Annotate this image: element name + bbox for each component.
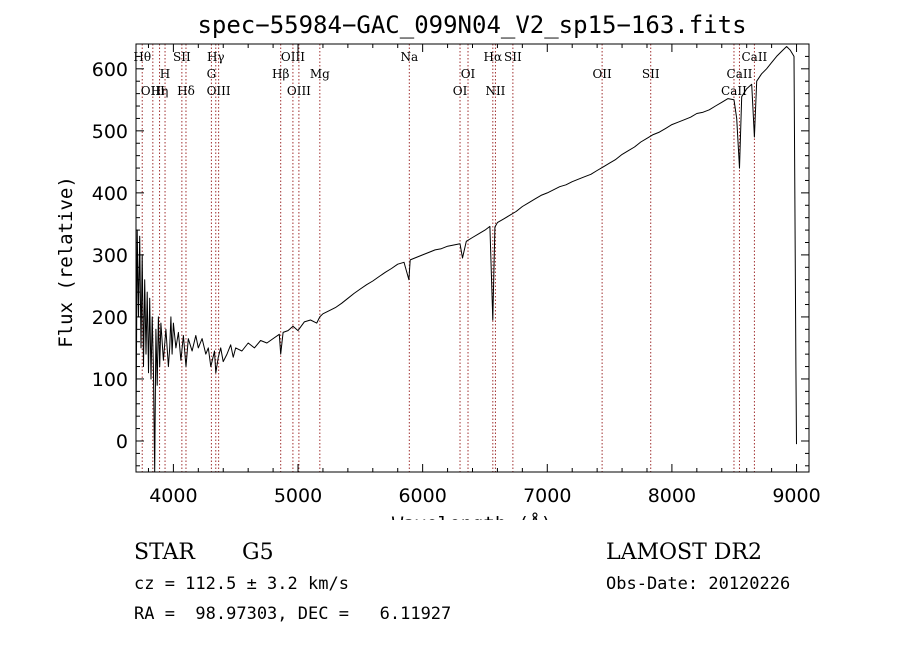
y-tick-label-5: 500 — [92, 121, 128, 143]
line-label-10: OIII — [281, 50, 305, 64]
line-label-2: Hη — [151, 84, 169, 98]
sky-coordinates: RA = 98.97303, DEC = 6.11927 — [134, 604, 452, 624]
y-axis-label: Flux (relative) — [55, 176, 77, 348]
line-label-21: CaII — [721, 84, 747, 98]
series-line-0 — [135, 46, 797, 473]
line-label-17: NII — [485, 84, 505, 98]
chart-title: spec−55984−GAC_099N04_V2_sp15−163.fits — [197, 11, 746, 39]
y-axis-ticks: 0 100 200 300 400 500 600 — [92, 43, 809, 467]
line-label-8: OIII — [207, 84, 231, 98]
x-tick-label-5: 9000 — [772, 485, 820, 507]
line-label-7: Hγ — [207, 50, 225, 64]
redshift-velocity: cz = 112.5 ± 3.2 km/s — [134, 574, 349, 594]
line-label-6: G — [207, 67, 217, 81]
line-label-0: Hθ — [133, 50, 151, 64]
x-axis-ticks: 4000 5000 6000 7000 8000 9000 — [147, 44, 821, 507]
line-label-1: OIII — [141, 84, 165, 98]
y-tick-label-1: 100 — [92, 369, 128, 391]
x-axis-label: Wavelength (Å) — [392, 512, 552, 520]
y-tick-label-3: 300 — [92, 245, 128, 267]
line-label-20: SII — [642, 67, 660, 81]
line-label-23: CaII — [741, 50, 767, 64]
line-label-15: OI — [461, 67, 476, 81]
line-label-5: Hδ — [177, 84, 195, 98]
y-tick-label-2: 200 — [92, 307, 128, 329]
line-label-14: OI — [453, 84, 468, 98]
x-tick-label-0: 4000 — [149, 485, 197, 507]
line-label-19: OII — [592, 67, 612, 81]
y-tick-label-4: 400 — [92, 183, 128, 205]
x-tick-label-2: 6000 — [398, 485, 446, 507]
x-tick-label-4: 8000 — [648, 485, 696, 507]
x-tick-label-1: 5000 — [274, 485, 322, 507]
spectrum-series — [135, 46, 797, 473]
x-tick-label-3: 7000 — [523, 485, 571, 507]
line-label-12: Mg — [310, 67, 330, 81]
line-label-16: Hα — [484, 50, 503, 64]
object-subclass: G5 — [242, 540, 274, 565]
spectral-line-labels: HθOIIIHηHSIIHδGHγOIIIHβOIIIOIIIMgNaOIOIH… — [133, 50, 767, 98]
spectrum-chart: spec−55984−GAC_099N04_V2_sp15−163.fits H… — [55, 11, 821, 520]
y-tick-label-6: 600 — [92, 59, 128, 81]
line-label-4: SII — [173, 50, 191, 64]
line-label-13: Na — [400, 50, 418, 64]
plot-frame — [135, 43, 810, 473]
spectral-line-markers — [141, 44, 755, 472]
survey-name: LAMOST DR2 — [606, 540, 762, 565]
line-label-11: OIII — [287, 84, 311, 98]
line-label-3: H — [160, 67, 170, 81]
line-label-18: SII — [504, 50, 522, 64]
object-class: STAR — [134, 540, 195, 565]
y-tick-label-0: 0 — [116, 431, 128, 453]
observation-date: Obs-Date: 20120226 — [606, 574, 791, 594]
line-label-9: Hβ — [272, 67, 289, 81]
line-label-22: CaII — [727, 67, 753, 81]
